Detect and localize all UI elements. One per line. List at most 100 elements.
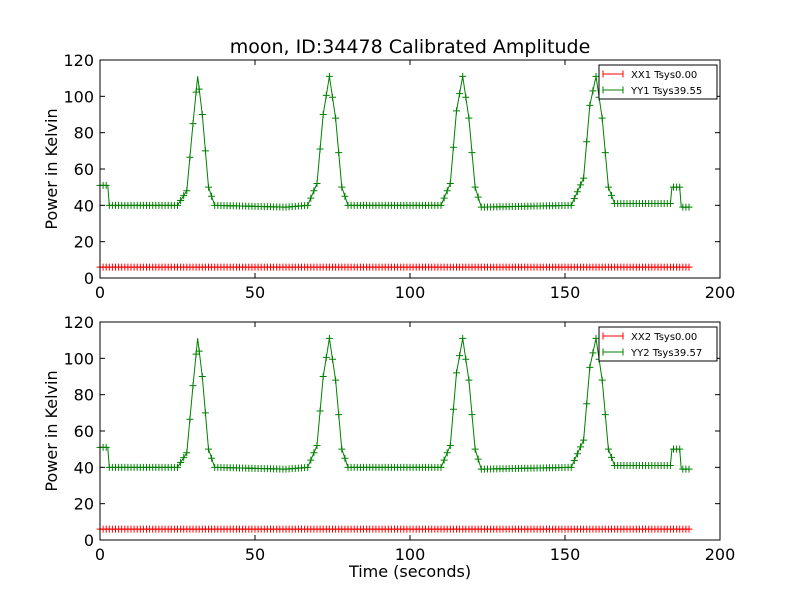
data-point	[577, 181, 584, 189]
x-tick-label: 200	[705, 283, 736, 302]
data-point	[586, 101, 594, 109]
data-point	[443, 449, 451, 457]
data-point	[307, 456, 315, 464]
x-tick-label: 0	[95, 545, 105, 564]
x-tick-label: 50	[245, 545, 265, 564]
x-tick-label: 150	[550, 545, 581, 564]
data-point	[183, 449, 191, 457]
data-point	[177, 458, 185, 466]
legend-box	[598, 326, 718, 362]
legend-label: YY2 Tsys39.57	[630, 348, 702, 359]
data-point	[459, 334, 467, 342]
data-point	[310, 187, 318, 195]
data-point	[195, 85, 203, 93]
data-point	[335, 149, 343, 157]
data-point	[443, 187, 451, 195]
x-tick-label: 100	[395, 545, 426, 564]
data-point	[462, 93, 470, 101]
data-point	[205, 445, 212, 453]
y-tick-label: 60	[74, 160, 94, 179]
legend-item: YY1 Tsys39.55	[602, 86, 702, 97]
y-tick-label: 0	[84, 269, 94, 288]
data-point	[592, 72, 600, 80]
data-point	[598, 376, 606, 384]
data-point	[338, 445, 346, 453]
x-tick-label: 0	[95, 283, 105, 302]
data-point	[322, 91, 330, 99]
data-point	[192, 350, 200, 358]
data-point	[570, 457, 578, 465]
data-point	[592, 334, 600, 342]
data-point	[186, 153, 194, 161]
data-point	[310, 449, 318, 457]
data-point	[456, 352, 464, 360]
y-tick-label: 100	[63, 349, 94, 368]
legend-label: XX1 Tsys0.00	[631, 70, 697, 81]
y-tick-label: 80	[74, 124, 94, 143]
data-point	[307, 194, 315, 202]
data-point	[474, 193, 482, 201]
data-point	[453, 107, 460, 115]
data-point	[676, 445, 684, 453]
data-point	[601, 411, 609, 419]
data-point	[174, 201, 181, 209]
chart-panel-2: 0 50 100 150 200 0 20 40 60 80 100 120 Time (seconds…	[42, 313, 735, 581]
data-point	[468, 411, 476, 419]
y-tick-label: 0	[84, 531, 94, 550]
data-point	[322, 353, 330, 361]
legend-marker	[602, 332, 624, 340]
data-point	[685, 525, 693, 533]
data-point	[449, 143, 457, 151]
legend-marker	[602, 86, 624, 94]
data-point	[313, 180, 321, 188]
data-point	[177, 196, 185, 204]
data-point	[208, 192, 216, 200]
data-point	[325, 334, 333, 342]
legend-item: XX1 Tsys0.00	[602, 70, 697, 81]
data-point	[195, 347, 203, 355]
data-point	[180, 454, 188, 462]
series-1	[96, 525, 693, 533]
y-tick-label: 120	[63, 313, 94, 332]
data-point	[573, 188, 581, 196]
chart-panel-1: 0 50 100 150 200 0 20 40 60 80 100 120 moon, ID:3447…	[42, 36, 735, 302]
data-point	[462, 355, 470, 363]
data-point	[102, 181, 110, 189]
data-point	[573, 450, 581, 458]
data-point	[316, 145, 324, 153]
data-point	[332, 114, 340, 122]
data-point	[567, 201, 575, 209]
data-point	[666, 200, 674, 208]
data-point	[335, 411, 343, 419]
data-point	[192, 88, 200, 96]
data-point	[304, 463, 312, 471]
data-point	[608, 453, 615, 461]
data-point	[465, 376, 473, 384]
data-point	[474, 455, 482, 463]
y-tick-label: 60	[74, 422, 94, 441]
legend-marker	[602, 348, 624, 356]
data-point	[189, 382, 197, 390]
data-point	[341, 192, 349, 200]
data-point	[437, 201, 445, 209]
data-point	[685, 465, 693, 473]
data-point	[437, 463, 445, 471]
series-1	[96, 263, 693, 271]
data-point	[201, 409, 209, 417]
data-point	[440, 456, 448, 464]
legend: XX1 Tsys0.00 YY1 Tsys39.55	[598, 64, 718, 100]
y-tick-label: 40	[74, 196, 94, 215]
y-tick-label: 100	[63, 87, 94, 106]
data-point	[567, 463, 575, 471]
data-point	[589, 349, 597, 357]
data-point	[180, 192, 188, 200]
y-axis-label: Power in Kelvin	[42, 370, 61, 491]
data-point	[471, 445, 479, 453]
data-point	[446, 442, 454, 450]
y-tick-label: 20	[74, 495, 94, 514]
y-tick-label: 20	[74, 233, 94, 252]
data-point	[459, 72, 467, 80]
data-point	[604, 183, 612, 191]
data-point	[685, 203, 693, 211]
